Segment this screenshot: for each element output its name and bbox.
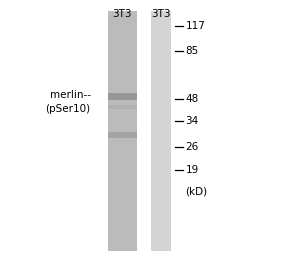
Text: 26: 26 <box>185 142 199 152</box>
Bar <box>108 105 137 109</box>
Bar <box>151 11 171 251</box>
Text: 34: 34 <box>185 116 199 126</box>
Text: 3T3: 3T3 <box>151 9 171 19</box>
Text: 117: 117 <box>185 21 205 31</box>
Bar <box>108 11 137 251</box>
Text: 3T3: 3T3 <box>113 9 132 19</box>
Bar <box>108 93 137 100</box>
Text: 85: 85 <box>185 46 199 56</box>
Bar <box>108 132 137 138</box>
Text: 48: 48 <box>185 94 199 104</box>
Text: 19: 19 <box>185 165 199 175</box>
Text: (kD): (kD) <box>185 186 207 196</box>
Text: merlin--
(pSer10): merlin-- (pSer10) <box>46 90 91 114</box>
